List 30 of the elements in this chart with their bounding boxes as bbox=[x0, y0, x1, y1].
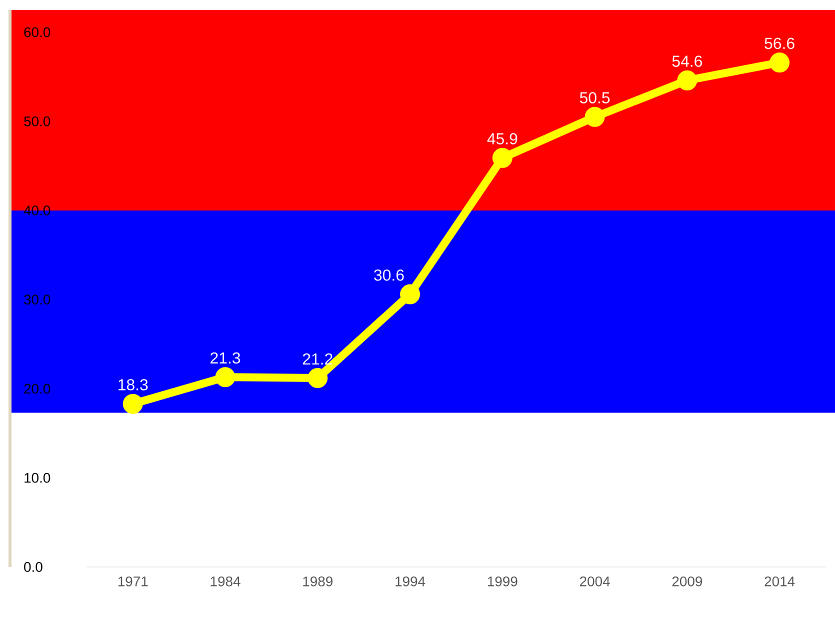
data-label: 30.6 bbox=[374, 269, 404, 281]
data-label: 21.3 bbox=[210, 352, 240, 364]
x-tick-label: 1994 bbox=[396, 576, 426, 586]
point bbox=[584, 106, 605, 127]
x-tick-label: 1999 bbox=[488, 576, 518, 586]
point bbox=[308, 368, 328, 388]
x-tick-label: 1971 bbox=[118, 576, 148, 586]
point bbox=[492, 148, 512, 168]
point bbox=[400, 284, 420, 304]
point bbox=[215, 367, 236, 388]
x-tick-label: 1989 bbox=[303, 576, 332, 586]
point bbox=[677, 70, 698, 90]
x-tick-label: 2004 bbox=[580, 576, 610, 586]
y-tick-label: 60.0 bbox=[24, 27, 50, 38]
x-tick-label: 2009 bbox=[672, 576, 702, 586]
y-tick-label: 10.0 bbox=[24, 472, 50, 483]
data-label: 21.2 bbox=[302, 353, 332, 365]
data-label: 54.6 bbox=[672, 56, 702, 67]
x-tick-label: 2014 bbox=[764, 576, 795, 586]
point bbox=[770, 52, 790, 73]
point bbox=[122, 394, 143, 414]
y-tick-label: 0.0 bbox=[24, 562, 42, 572]
y-tick-label: 30.0 bbox=[24, 294, 50, 305]
data-label: 18.3 bbox=[118, 379, 148, 390]
y-tick-label: 20.0 bbox=[24, 384, 50, 394]
data-label: 45.9 bbox=[487, 133, 518, 144]
data-label: 56.6 bbox=[764, 38, 794, 50]
data-label: 50.5 bbox=[580, 92, 610, 104]
x-tick-label: 1984 bbox=[210, 576, 240, 586]
y-tick-label: 50.0 bbox=[24, 116, 50, 126]
